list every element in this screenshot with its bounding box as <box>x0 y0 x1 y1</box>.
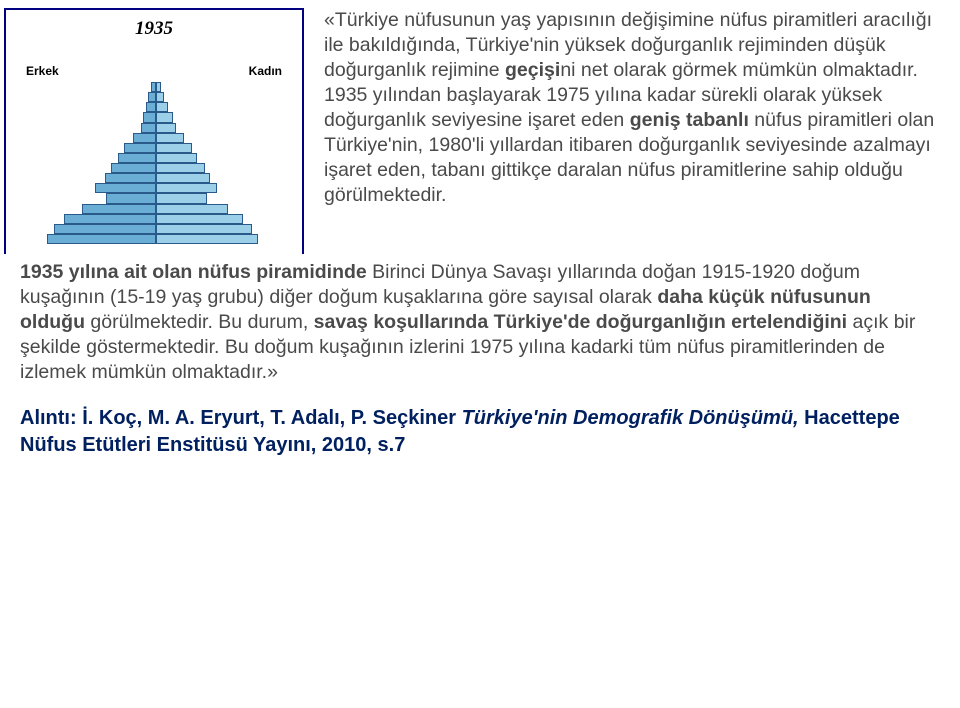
bar-female <box>156 193 207 203</box>
bar-female <box>156 173 210 183</box>
bar-male <box>106 193 156 203</box>
p1-d-bold: geniş tabanlı <box>630 109 749 131</box>
chart-year: 1935 <box>6 18 302 40</box>
p2a: 1935 yılına ait olan nüfus piramidinde <box>20 261 372 283</box>
bar-male <box>146 102 156 112</box>
bar-female <box>156 234 258 244</box>
pyramid-bars <box>28 82 284 244</box>
pyramid-row <box>28 173 284 183</box>
quote-paragraph-2-real: 1935 yılına ait olan nüfus piramidinde B… <box>0 254 960 385</box>
pyramid-row <box>28 214 284 224</box>
pyramid-row <box>28 224 284 234</box>
pyramid-row <box>28 112 284 122</box>
pyramid-row <box>28 183 284 193</box>
quote-open: « <box>324 9 335 31</box>
bar-male <box>124 143 156 153</box>
bar-male <box>118 153 156 163</box>
bar-female <box>156 143 192 153</box>
bar-female <box>156 163 205 173</box>
pyramid-row <box>28 234 284 244</box>
bar-male <box>47 234 156 244</box>
citation-title: Türkiye'nin Demografik Dönüşümü, <box>462 407 799 429</box>
pyramid-row <box>28 193 284 203</box>
bar-female <box>156 102 168 112</box>
bar-male <box>82 204 156 214</box>
bar-female <box>156 183 217 193</box>
bar-male <box>64 214 156 224</box>
bar-female <box>156 153 197 163</box>
quote-paragraph-1: «Türkiye nüfusunun yaş yapısının değişim… <box>304 8 940 208</box>
pyramid-row <box>28 92 284 102</box>
bar-female <box>156 133 184 143</box>
bar-female <box>156 224 252 234</box>
bar-female <box>156 123 176 133</box>
p2c: (15-19 yaş grubu) diğer doğum kuşakların… <box>105 286 658 308</box>
pyramid-row <box>28 204 284 214</box>
population-pyramid-chart: 1935 Erkek Kadın 1050510 <box>4 8 304 286</box>
p2f: savaş koşullarında Türkiye'de doğurganlı… <box>314 311 847 333</box>
pyramid-row <box>28 123 284 133</box>
pyramid-row <box>28 143 284 153</box>
bar-male <box>105 173 156 183</box>
pyramid-row <box>28 82 284 92</box>
bar-male <box>148 92 156 102</box>
pyramid-row <box>28 163 284 173</box>
citation-authors: İ. Koç, M. A. Eryurt, T. Adalı, P. Seçki… <box>82 407 461 429</box>
citation-label: Alıntı: <box>20 407 82 429</box>
bar-male <box>143 112 156 122</box>
p1-b-bold: geçişi <box>505 59 560 81</box>
bar-male <box>111 163 156 173</box>
bar-male <box>141 123 156 133</box>
pyramid-row <box>28 133 284 143</box>
chart-label-female: Kadın <box>249 64 282 78</box>
bar-female <box>156 214 243 224</box>
bar-female <box>156 92 164 102</box>
bar-male <box>133 133 156 143</box>
bar-male <box>95 183 156 193</box>
bar-female <box>156 204 228 214</box>
citation-block: Alıntı: İ. Koç, M. A. Eryurt, T. Adalı, … <box>0 385 960 459</box>
bar-female <box>156 112 173 122</box>
bar-female <box>156 82 161 92</box>
bar-male <box>54 224 156 234</box>
pyramid-row <box>28 102 284 112</box>
p2e: görülmektedir. Bu durum, <box>85 311 314 333</box>
chart-label-male: Erkek <box>26 64 59 78</box>
pyramid-row <box>28 153 284 163</box>
top-row: 1935 Erkek Kadın 1050510 «Türkiye nüfusu… <box>0 0 960 286</box>
